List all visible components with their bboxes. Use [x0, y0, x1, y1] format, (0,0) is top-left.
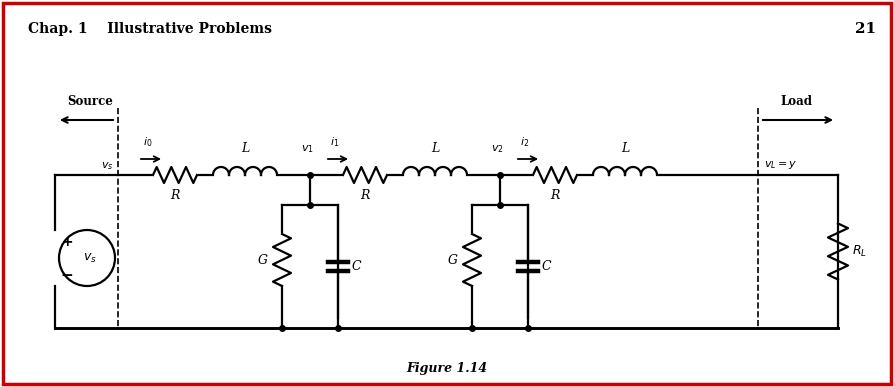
Text: R: R	[360, 189, 370, 202]
Text: $v_s$: $v_s$	[100, 160, 113, 172]
Text: C: C	[352, 260, 362, 273]
Text: L: L	[240, 142, 249, 155]
Text: $R_L$: $R_L$	[852, 244, 867, 259]
Text: Source: Source	[67, 95, 113, 108]
Text: $v_s$: $v_s$	[83, 252, 97, 265]
Text: G: G	[258, 253, 268, 267]
Text: 21: 21	[856, 22, 876, 36]
Text: R: R	[171, 189, 180, 202]
Text: −: −	[61, 269, 73, 284]
Text: $v_1$: $v_1$	[300, 143, 314, 155]
Text: $v_L = y$: $v_L = y$	[764, 159, 797, 171]
Text: $i_1$: $i_1$	[331, 135, 340, 149]
Text: Load: Load	[780, 95, 812, 108]
Text: $i_2$: $i_2$	[520, 135, 529, 149]
Text: R: R	[551, 189, 560, 202]
Text: $i_0$: $i_0$	[143, 135, 153, 149]
Text: L: L	[431, 142, 439, 155]
Text: G: G	[448, 253, 458, 267]
Text: +: +	[61, 235, 72, 249]
Text: $v_2$: $v_2$	[491, 143, 503, 155]
Text: Figure 1.14: Figure 1.14	[407, 362, 487, 375]
Text: C: C	[542, 260, 552, 273]
Text: Chap. 1    Illustrative Problems: Chap. 1 Illustrative Problems	[28, 22, 272, 36]
Text: L: L	[620, 142, 629, 155]
